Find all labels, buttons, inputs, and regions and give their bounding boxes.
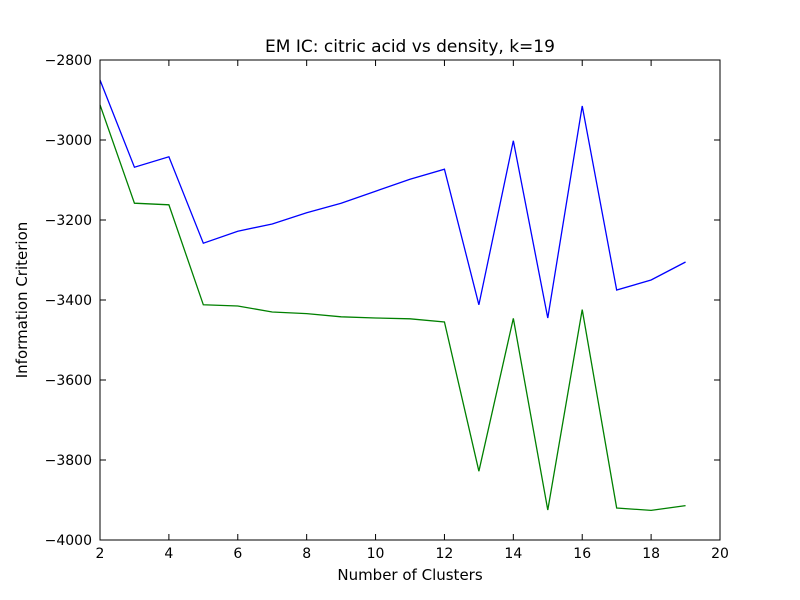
x-tick-label: 16 [573, 546, 591, 562]
y-tick-label: −3200 [45, 213, 92, 229]
y-tick-label: −3800 [45, 453, 92, 469]
chart-title: EM IC: citric acid vs density, k=19 [265, 37, 555, 57]
x-tick-label: 10 [367, 546, 385, 562]
plot-background [100, 60, 720, 540]
x-tick-label: 12 [436, 546, 454, 562]
x-axis-label: Number of Clusters [337, 566, 482, 584]
x-tick-label: 20 [711, 546, 729, 562]
x-tick-label: 18 [642, 546, 660, 562]
series-line-1 [99, 79, 686, 319]
y-tick-label: −2800 [45, 53, 92, 69]
series-layer [99, 79, 686, 512]
x-tick-label: 4 [164, 546, 173, 562]
y-axis-label: Information Criterion [13, 222, 31, 379]
y-tick-label: −3400 [45, 293, 92, 309]
x-tick-label: 8 [302, 546, 311, 562]
tick-layer: 2 4 6 8 10 12 14 16 18 20 −4000 −3800 −3600 −3400 −320… [45, 53, 729, 562]
x-tick-label: 2 [96, 546, 105, 562]
x-tick-label: 6 [233, 546, 242, 562]
series-line-2 [99, 104, 686, 512]
y-tick-label: −3000 [45, 133, 92, 149]
y-tick-label: −3600 [45, 373, 92, 389]
y-tick-label: −4000 [45, 533, 92, 549]
x-tick-label: 14 [504, 546, 522, 562]
